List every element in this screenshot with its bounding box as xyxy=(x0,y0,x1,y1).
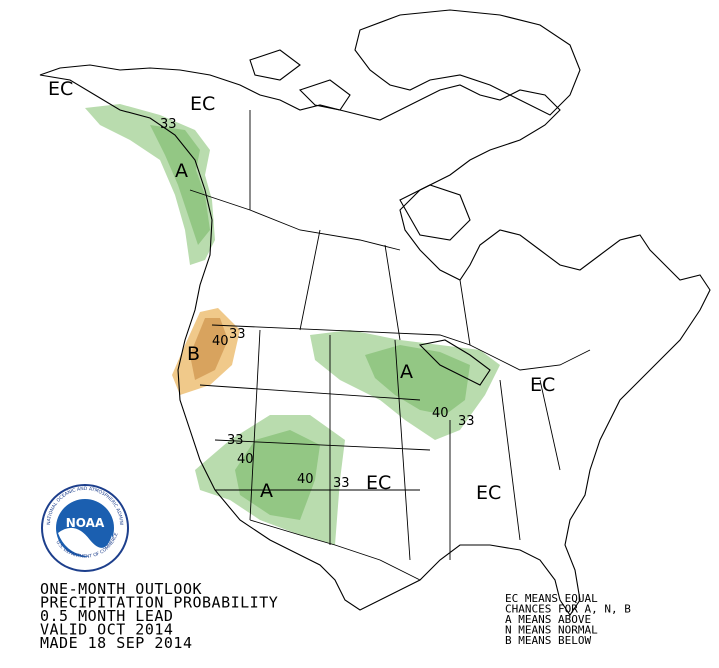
title-line: ONE-MONTH OUTLOOK xyxy=(40,580,202,598)
title-line: PRECIPITATION PROBABILITY xyxy=(40,594,278,612)
above-40 xyxy=(150,125,210,245)
province-lines xyxy=(189,110,471,346)
state-lines xyxy=(199,329,561,561)
category-label: A xyxy=(175,160,188,182)
islands xyxy=(249,49,471,241)
contour-label: 40 xyxy=(297,472,314,487)
logo-gull xyxy=(58,527,112,557)
above-40-midwest xyxy=(365,345,470,415)
logo-text: NOAA xyxy=(66,516,105,530)
contour-label: 33 xyxy=(227,433,244,448)
category-label: EC xyxy=(190,93,215,115)
category-label: A xyxy=(260,480,273,502)
contour-label: 40 xyxy=(212,334,229,349)
category-label: EC xyxy=(48,78,73,100)
category-label: EC xyxy=(530,374,555,396)
greenland-arctic xyxy=(354,9,581,116)
legend-line: B MEANS BELOW xyxy=(505,634,591,647)
map-outline xyxy=(39,9,711,616)
contour-label: 40 xyxy=(432,406,449,421)
legend-line: EC MEANS EQUAL xyxy=(505,592,598,605)
legend-line: A MEANS ABOVE xyxy=(505,613,591,626)
contour-label: 33 xyxy=(160,117,177,132)
great-lakes xyxy=(418,339,491,386)
legend-line: CHANCES FOR A, N, B xyxy=(505,603,631,616)
contour-label: 40 xyxy=(237,452,254,467)
below-40 xyxy=(190,318,228,380)
above-40-southwest xyxy=(235,430,320,520)
us-mexico-border xyxy=(249,519,421,581)
legend-line: N MEANS NORMAL xyxy=(505,624,598,637)
contour-label: 33 xyxy=(458,414,475,429)
contour-label: 33 xyxy=(333,476,350,491)
category-label: EC xyxy=(476,482,501,504)
category-label: A xyxy=(400,361,413,383)
continent xyxy=(39,64,711,616)
title-line: 0.5 MONTH LEAD xyxy=(40,607,173,625)
category-label: EC xyxy=(366,472,391,494)
title-line: VALID OCT 2014 xyxy=(40,621,173,639)
contour-label: 33 xyxy=(229,327,246,342)
category-label: B xyxy=(187,343,200,365)
us-canada-border xyxy=(211,324,591,371)
title-line: MADE 18 SEP 2014 xyxy=(40,634,193,652)
